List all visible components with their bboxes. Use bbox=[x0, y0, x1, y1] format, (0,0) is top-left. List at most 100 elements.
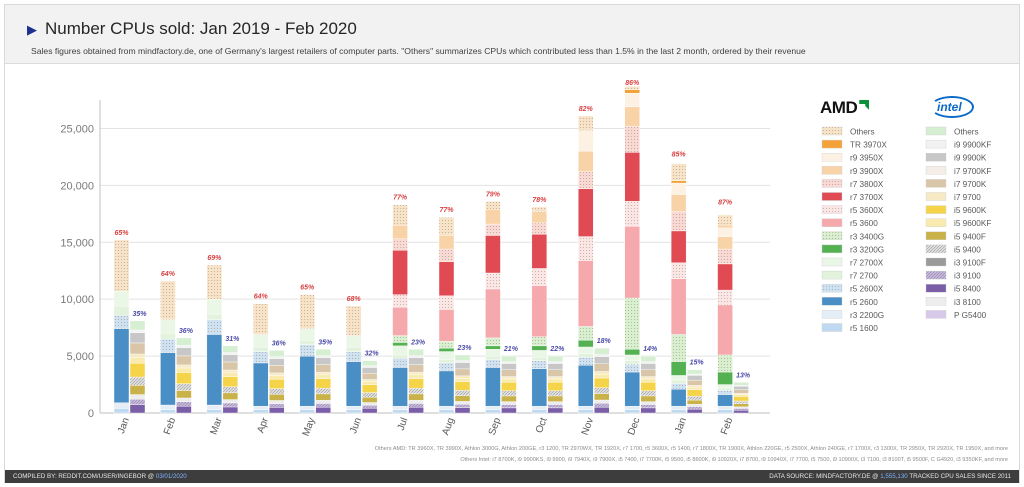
amd-share-label: 65% bbox=[114, 230, 129, 237]
amd-bar-segment bbox=[113, 408, 130, 414]
amd-share-label: 77% bbox=[439, 207, 454, 214]
intel-bar-segment bbox=[547, 361, 564, 364]
amd-bar-segment bbox=[717, 289, 733, 306]
amd-bar-segment bbox=[578, 353, 594, 358]
intel-bar-segment bbox=[733, 394, 749, 397]
amd-bar-segment bbox=[624, 92, 640, 108]
amd-bar-segment bbox=[113, 239, 130, 292]
x-tick-label: Jun bbox=[348, 416, 364, 435]
intel-bar-segment bbox=[454, 360, 471, 363]
intel-logo: intel bbox=[930, 96, 974, 118]
amd-bar-segment bbox=[485, 405, 501, 410]
intel-bar-segment bbox=[408, 374, 424, 379]
amd-bar-segment bbox=[578, 236, 594, 261]
amd-bar-segment bbox=[717, 387, 733, 391]
intel-legend-swatch bbox=[925, 310, 947, 319]
amd-bar-segment bbox=[206, 404, 223, 410]
intel-bar-segment bbox=[361, 367, 378, 374]
intel-bar-segment bbox=[594, 373, 610, 379]
intel-bar-segment bbox=[686, 404, 703, 407]
intel-share-label: 36% bbox=[272, 340, 287, 347]
intel-bar-segment bbox=[176, 355, 192, 366]
intel-bar-segment bbox=[594, 387, 610, 394]
intel-bar-segment bbox=[594, 399, 610, 404]
amd-bar-segment bbox=[670, 211, 687, 232]
compiled-date[interactable]: 03/01/2020 bbox=[155, 473, 187, 480]
intel-bar-segment bbox=[361, 397, 378, 403]
amd-bar-segment bbox=[485, 201, 501, 210]
intel-bar-segment bbox=[501, 404, 517, 409]
intel-legend-swatch bbox=[925, 152, 947, 162]
intel-bar-segment bbox=[733, 396, 749, 402]
amd-legend-label: TR 3970X bbox=[850, 141, 887, 150]
amd-bar-segment bbox=[670, 379, 687, 384]
amd-bar-segment bbox=[578, 151, 594, 172]
intel-legend-label: i5 8400 bbox=[954, 285, 981, 294]
amd-legend-label: r9 3950X bbox=[850, 154, 884, 163]
amd-legend-label: r5 3600X bbox=[850, 206, 884, 215]
amd-bar-segment bbox=[717, 405, 733, 410]
intel-bar-segment bbox=[733, 386, 749, 390]
amd-bar-segment bbox=[485, 345, 501, 350]
x-tick-label: May bbox=[301, 416, 318, 438]
amd-bar-segment bbox=[670, 388, 687, 407]
amd-bar-segment bbox=[578, 130, 594, 152]
amd-bar-segment bbox=[717, 409, 733, 414]
x-tick-label: Apr bbox=[255, 416, 271, 435]
intel-share-label: 23% bbox=[456, 345, 472, 352]
amd-legend-swatch bbox=[821, 179, 843, 188]
intel-bar-segment bbox=[129, 404, 146, 414]
amd-bar-segment bbox=[578, 405, 594, 410]
amd-bar-segment bbox=[624, 89, 640, 94]
amd-legend-label: r3 3400G bbox=[850, 232, 884, 241]
amd-bar-segment bbox=[345, 335, 362, 348]
amd-bar-segment bbox=[438, 295, 455, 310]
amd-bar-segment bbox=[624, 125, 640, 153]
amd-bar-segment bbox=[624, 363, 640, 373]
intel-bar-segment bbox=[361, 381, 378, 385]
intel-bar-segment bbox=[501, 382, 517, 392]
intel-share-label: 15% bbox=[690, 360, 705, 367]
intel-legend-swatch bbox=[925, 205, 947, 214]
amd-bar-segment bbox=[206, 334, 223, 406]
intel-legend-swatch bbox=[925, 166, 947, 175]
amd-legend-swatch bbox=[821, 270, 843, 280]
intel-bar-segment bbox=[176, 406, 192, 414]
amd-arrow-icon bbox=[859, 100, 870, 110]
intel-others-note: Others Intel: i7 8700K, i9 9900KS, i9 99… bbox=[460, 457, 1008, 463]
intel-bar-segment bbox=[315, 349, 331, 356]
amd-bar-segment bbox=[670, 361, 687, 376]
amd-bar-segment bbox=[392, 367, 408, 407]
amd-bar-segment bbox=[299, 405, 315, 410]
intel-bar-segment bbox=[640, 369, 656, 377]
amd-bar-segment bbox=[578, 364, 594, 407]
intel-bar-segment bbox=[315, 407, 331, 414]
intel-bar-segment bbox=[361, 392, 378, 398]
amd-legend-swatch bbox=[821, 152, 843, 162]
source-count[interactable]: 1,555,130 bbox=[880, 473, 908, 480]
intel-bar-segment bbox=[640, 355, 656, 362]
intel-bar-segment bbox=[733, 408, 749, 411]
intel-bar-segment bbox=[129, 385, 146, 395]
intel-legend-swatch bbox=[925, 244, 947, 254]
amd-legend-label: Others bbox=[850, 128, 875, 137]
amd-bar-segment bbox=[531, 268, 548, 286]
intel-bar-segment bbox=[269, 378, 285, 389]
amd-bar-segment bbox=[392, 358, 408, 368]
intel-bar-segment bbox=[269, 358, 285, 366]
amd-legend-label: r7 3700X bbox=[850, 193, 884, 202]
intel-bar-segment bbox=[686, 386, 703, 390]
amd-bar-segment bbox=[438, 261, 455, 296]
chart-header: ▶ Number CPUs sold: Jan 2019 - Feb 2020 S… bbox=[5, 5, 1019, 64]
amd-bar-segment bbox=[531, 285, 548, 337]
intel-bar-segment bbox=[222, 361, 239, 371]
intel-bar-segment bbox=[176, 397, 192, 402]
amd-bar-segment bbox=[160, 409, 176, 414]
intel-bar-segment bbox=[176, 372, 192, 384]
amd-bar-segment bbox=[485, 367, 501, 407]
amd-legend-label: r3 2200G bbox=[850, 311, 884, 320]
amd-bar-segment bbox=[113, 328, 130, 403]
intel-bar-segment bbox=[269, 375, 285, 380]
intel-bar-segment bbox=[269, 365, 285, 374]
amd-share-label: 69% bbox=[207, 255, 222, 262]
